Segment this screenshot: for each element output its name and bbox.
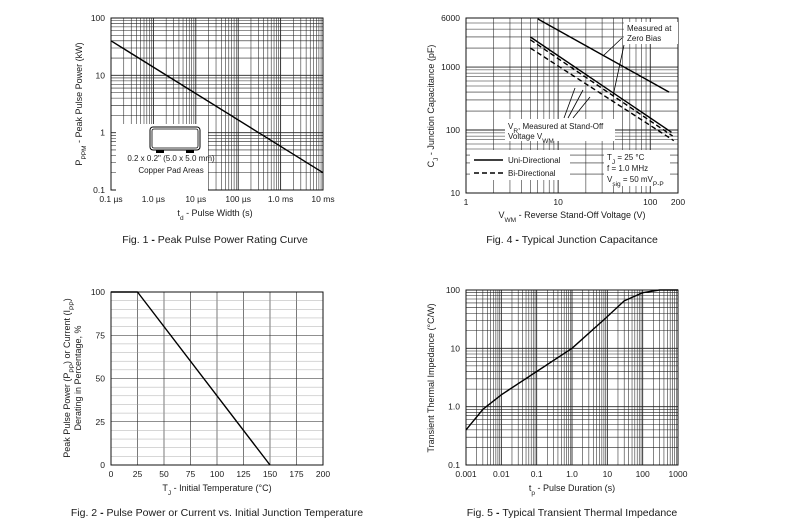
y-tick-label: 50: [96, 374, 106, 384]
leader-line: [612, 44, 625, 97]
x-tick-label: 100 µs: [225, 194, 251, 204]
x-tick-label: 1.0: [566, 469, 578, 479]
pad-size-label: 0.2 x 0.2" (5.0 x 5.0 mm): [127, 154, 215, 163]
leader-line: [572, 96, 591, 119]
y-tick-label: 0.1: [448, 460, 460, 470]
gridlines: [465, 289, 679, 466]
condition-label: Vsig = 50 mVP-P: [607, 175, 664, 188]
package-pad-icon: [156, 150, 164, 153]
figure-caption: Fig. 5 - Typical Transient Thermal Imped…: [467, 507, 678, 519]
y-tick-label: 100: [91, 13, 105, 23]
leader-line: [567, 89, 584, 119]
plot-frame: [465, 17, 679, 194]
zero-bias-label: Measured at: [627, 24, 672, 33]
x-tick-label: 10 ms: [311, 194, 334, 204]
x-tick-label: 0.001: [455, 469, 477, 479]
y-axis-label: Peak Pulse Power (PPP) or Current (IPP): [62, 298, 76, 457]
x-tick-label: 25: [133, 469, 143, 479]
x-axis-label: tp - Pulse Duration (s): [529, 483, 615, 497]
y-axis-label: PPPM - Peak Pulse Power (kW): [74, 42, 88, 165]
y-tick-label: 10: [96, 70, 106, 80]
package-pad-icon: [186, 150, 194, 153]
x-axis-label: VWM - Reverse Stand-Off Voltage (V): [499, 210, 646, 224]
x-tick-label: 0: [109, 469, 114, 479]
x-tick-label: 1000: [669, 469, 688, 479]
series-line: [111, 291, 271, 466]
x-tick-label: 0.1 µs: [99, 194, 122, 204]
conditions-bg: [604, 150, 670, 186]
condition-label: f = 1.0 MHz: [607, 164, 648, 173]
x-tick-label: 10: [553, 197, 563, 207]
annotation-bg: [624, 22, 678, 44]
plot-frame: [110, 291, 324, 466]
zero-bias-label: Zero Bias: [627, 34, 661, 43]
y-tick-label: 0: [100, 460, 105, 470]
legend-bg: [470, 150, 570, 180]
x-tick-label: 10 µs: [185, 194, 206, 204]
y-tick-label: 10: [451, 188, 461, 198]
figure-caption: Fig. 1 - Peak Pulse Power Rating Curve: [122, 234, 308, 246]
x-tick-label: 125: [236, 469, 250, 479]
leader-line: [563, 87, 576, 119]
y-tick-label: 25: [96, 417, 106, 427]
x-tick-label: 75: [186, 469, 196, 479]
x-tick-label: 1: [464, 197, 469, 207]
x-tick-label: 100: [643, 197, 657, 207]
x-tick-label: 1.0 µs: [142, 194, 165, 204]
series-line: [110, 40, 324, 174]
package-icon-inner: [151, 128, 199, 149]
chart-fig1: 0.1 µs 1.0 µs 10 µs 100 µs 1.0 ms 10 ms 0.1 1 10…: [74, 13, 335, 246]
x-tick-label: 1.0 ms: [268, 194, 294, 204]
y-axis-label: Derating in Percentage, %: [73, 325, 83, 430]
x-tick-label: 200: [316, 469, 330, 479]
x-tick-label: 150: [263, 469, 277, 479]
vr-label: Voltage VWM: [508, 132, 554, 145]
y-axis-label: CJ - Junction Capacitance (pF): [426, 45, 440, 168]
vr-label: VR, Measured at Stand-Off: [508, 122, 604, 135]
annotation-bg: [505, 119, 615, 141]
x-tick-label: 175: [289, 469, 303, 479]
leader-line: [602, 37, 623, 57]
legend-entry: Bi-Directional: [508, 169, 556, 178]
y-tick-label: 10: [451, 343, 461, 353]
plot-frame: [110, 17, 324, 191]
series-line: [530, 36, 672, 133]
y-axis-label: Transient Thermal Impedance (°C/W): [426, 303, 436, 452]
x-tick-label: 100: [210, 469, 224, 479]
x-tick-label: 200: [671, 197, 685, 207]
legend-entry: Uni-Directional: [508, 156, 561, 165]
package-icon: [149, 126, 201, 151]
y-tick-label: 75: [96, 330, 106, 340]
y-tick-label: 100: [446, 285, 460, 295]
y-tick-label: 1.0: [448, 402, 460, 412]
x-axis-label: td - Pulse Width (s): [177, 208, 252, 222]
chart-fig5: 0.001 0.01 0.1 1.0 10 100 1000 0.1 1.0 10 100 Fig. …: [426, 285, 688, 519]
y-tick-label: 100: [91, 287, 105, 297]
chart-fig2: 0 25 50 75 100 125 150 175 200 0 25 50 75 100 Fig. 2 -…: [62, 287, 363, 519]
series-line: [530, 47, 675, 142]
y-tick-label: 100: [446, 125, 460, 135]
plot-frame: [465, 289, 679, 466]
condition-label: TJ = 25 °C: [607, 153, 645, 166]
y-tick-label: 1000: [441, 62, 460, 72]
figure-caption: Fig. 4 - Typical Junction Capacitance: [486, 234, 658, 246]
figure-caption: Fig. 2 - Pulse Power or Current vs. Init…: [71, 507, 363, 519]
series-line: [530, 39, 674, 137]
x-tick-label: 0.01: [493, 469, 510, 479]
x-tick-label: 100: [636, 469, 650, 479]
x-axis-label: TJ - Initial Temperature (°C): [162, 483, 271, 497]
y-tick-label: 6000: [441, 13, 460, 23]
series-line: [465, 289, 678, 431]
y-tick-label: 0.1: [93, 185, 105, 195]
pad-area-label: Copper Pad Areas: [138, 166, 203, 175]
x-tick-label: 0.1: [531, 469, 543, 479]
y-tick-label: 1: [100, 128, 105, 138]
x-tick-label: 50: [159, 469, 169, 479]
gridlines: [110, 291, 324, 466]
x-tick-label: 10: [603, 469, 613, 479]
